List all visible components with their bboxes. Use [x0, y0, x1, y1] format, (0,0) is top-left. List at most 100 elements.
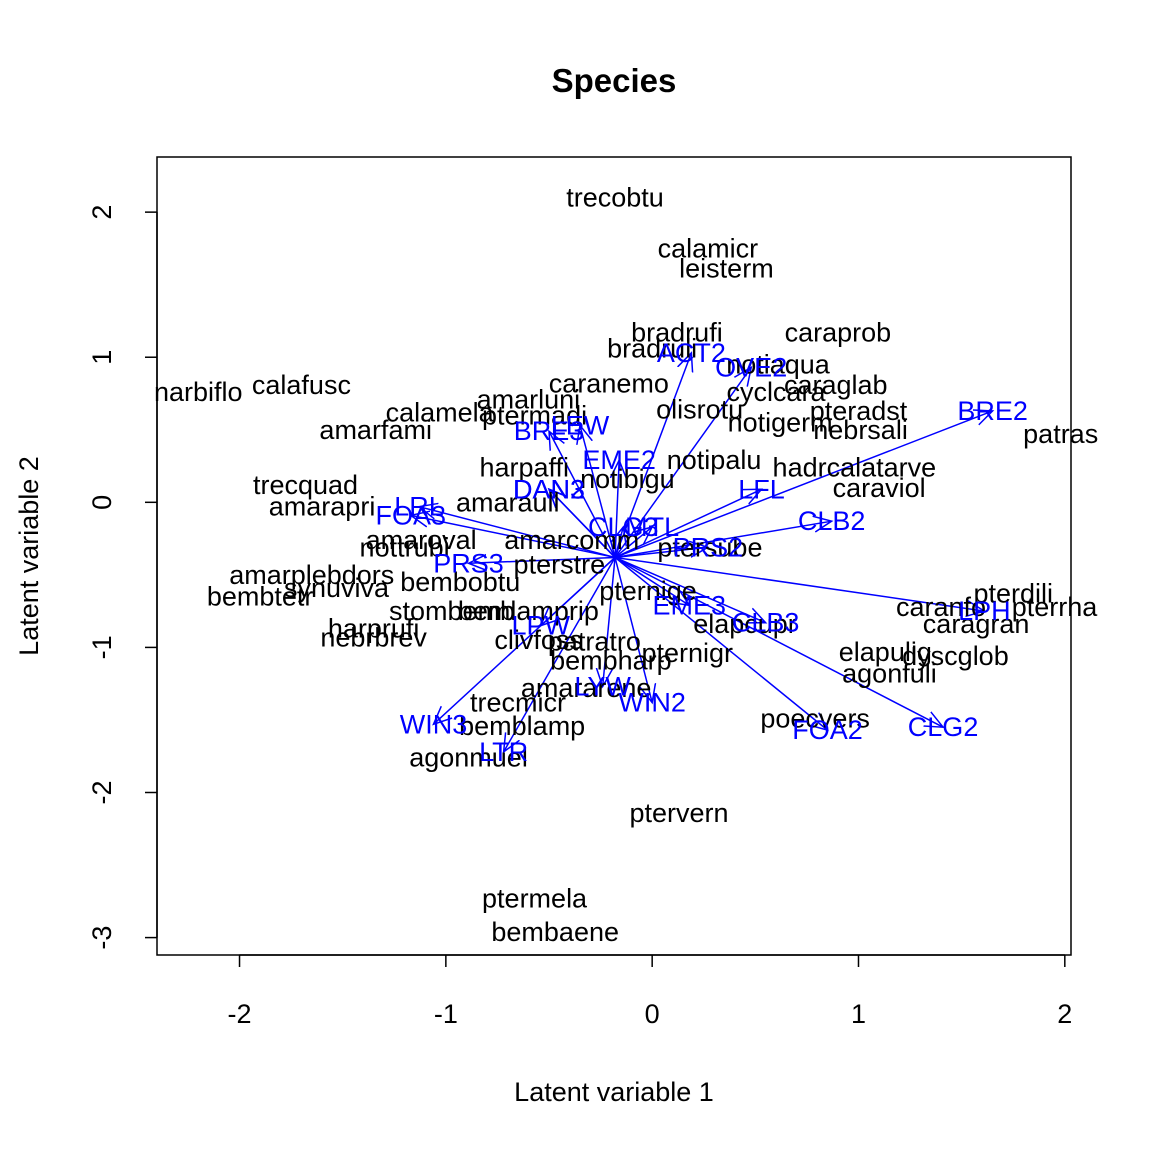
species-label: patratro — [548, 627, 641, 657]
species-label: trecmicr — [470, 688, 566, 718]
species-label: bemblamp — [459, 711, 585, 741]
species-label: pterrha — [1012, 592, 1099, 622]
env-label: ACT2 — [657, 338, 726, 368]
env-arrow — [614, 353, 691, 558]
species-label: notigerm — [728, 408, 833, 438]
env-label: BRE2 — [957, 396, 1028, 426]
species-label: dyscglob — [902, 641, 1009, 671]
species-label: caranemo — [549, 368, 669, 398]
env-label: DAN3 — [513, 474, 585, 504]
x-axis: -2 -1 0 1 2 — [228, 954, 1072, 1029]
species-label: nottrubi — [360, 532, 450, 562]
env-label: FOA2 — [792, 715, 863, 745]
species-label: amaroval — [366, 525, 477, 555]
species-label: poecvers — [760, 704, 870, 734]
env-label: LPH — [958, 596, 1011, 626]
env-arrow — [614, 556, 766, 622]
species-label: narbiflo — [154, 377, 243, 407]
species-label: amarfami — [319, 415, 432, 445]
species-label: elapcupr — [693, 609, 797, 639]
env-arrow — [603, 557, 616, 686]
species-label: elapulig — [839, 637, 932, 667]
env-label: EME3 — [653, 590, 727, 620]
env-arrow — [549, 489, 616, 558]
env-arrow — [614, 367, 751, 558]
species-label: ptersube — [657, 532, 762, 562]
env-arrow — [614, 521, 832, 559]
env-arrow — [614, 489, 761, 559]
species-label: pternige — [599, 576, 697, 606]
species-label: nebrbrev — [320, 622, 427, 652]
species-label: ptervern — [629, 798, 728, 828]
species-label: caranfo — [896, 592, 986, 622]
species-label: calamela — [386, 397, 495, 427]
env-label: WIN3 — [400, 709, 468, 739]
species-label: agonmuel — [409, 743, 528, 773]
env-label: PRS3 — [433, 548, 504, 578]
env-arrow — [614, 411, 993, 559]
env-label: CLB2 — [798, 506, 866, 536]
y-axis: -3 -2 -1 0 1 2 — [87, 205, 158, 950]
env-arrow — [614, 556, 828, 730]
x-tick-label: 1 — [851, 999, 866, 1029]
species-label: patras — [1023, 419, 1098, 449]
x-tick-label: -2 — [228, 999, 252, 1029]
species-label: bradruli — [607, 334, 697, 364]
species-label: nebrsali — [813, 415, 908, 445]
species-label: olisrotu — [656, 394, 743, 424]
env-arrows — [411, 353, 993, 752]
env-arrow — [411, 515, 616, 559]
y-tick-label: -3 — [87, 926, 117, 950]
species-label: bembharp — [550, 645, 672, 675]
species-label: clivfoss — [494, 625, 583, 655]
species-label: trecquad — [253, 470, 358, 500]
env-label: BRE3 — [514, 416, 585, 446]
y-tick-label: -1 — [87, 635, 117, 659]
env-arrow — [614, 547, 708, 559]
env-label: WIN2 — [618, 688, 686, 718]
env-label: DAN2 — [513, 474, 585, 504]
env-label: CLG2 — [908, 712, 979, 742]
species-label: agonfuli — [842, 659, 937, 689]
env-arrow — [614, 556, 984, 611]
env-label: CLG3 — [588, 512, 659, 542]
species-label: notipalu — [667, 445, 762, 475]
species-label: calafusc — [252, 370, 351, 400]
species-label: bembobtu — [400, 567, 520, 597]
species-label: pteradst — [810, 396, 908, 426]
species-label: pternigr — [641, 638, 733, 668]
x-tick-label: -1 — [434, 999, 458, 1029]
env-label: EME2 — [582, 445, 656, 475]
species-label: synuviva — [284, 573, 390, 603]
env-arrow — [614, 556, 689, 605]
env-arrow — [614, 557, 652, 702]
species-label: notibigu — [580, 464, 675, 494]
species-label: leisterm — [679, 254, 774, 284]
y-tick-label: -2 — [87, 780, 117, 804]
env-arrow — [614, 556, 943, 727]
env-label: LFL — [738, 474, 785, 504]
species-label: trecobtu — [566, 183, 664, 213]
species-label: caraprob — [785, 318, 892, 348]
y-tick-label: 0 — [87, 495, 117, 510]
species-label: ptermela — [482, 883, 588, 913]
species-label: bemlamprip — [458, 596, 599, 626]
env-label: MTL — [625, 512, 679, 542]
env-arrow — [469, 557, 616, 563]
env-arrow — [504, 557, 616, 751]
species-label: caraviol — [833, 473, 926, 503]
env-label: LYW — [574, 672, 631, 702]
species-label: calamicr — [658, 233, 759, 263]
species-label: amarluni — [477, 384, 581, 414]
env-label: CLB3 — [732, 608, 800, 638]
env-label: LPW — [511, 611, 570, 641]
x-axis-label: Latent variable 1 — [514, 1077, 714, 1107]
env-arrow — [614, 527, 652, 559]
species-label: amaraull — [456, 487, 560, 517]
species-label: caragran — [923, 609, 1030, 639]
env-label: LTR — [479, 737, 528, 767]
species-label: bembtetr — [207, 582, 314, 612]
